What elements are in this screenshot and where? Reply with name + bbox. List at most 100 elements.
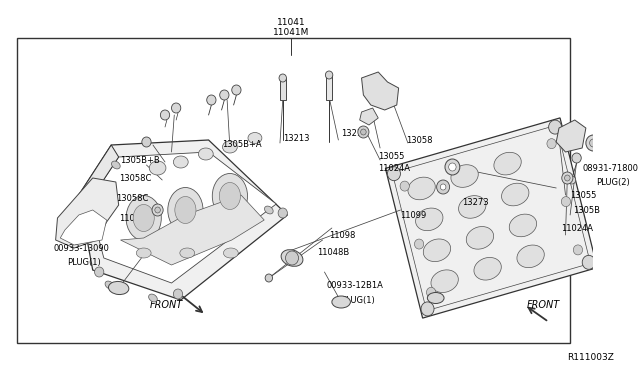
Circle shape	[265, 274, 273, 282]
Ellipse shape	[168, 187, 203, 232]
Circle shape	[449, 163, 456, 171]
Text: 13058C: 13058C	[116, 193, 148, 202]
Ellipse shape	[198, 148, 213, 160]
Bar	[326, 75, 332, 100]
Ellipse shape	[180, 248, 195, 258]
Polygon shape	[60, 210, 107, 245]
Ellipse shape	[175, 196, 196, 224]
Circle shape	[232, 85, 241, 95]
Ellipse shape	[223, 248, 238, 258]
Text: 13058: 13058	[406, 135, 433, 144]
Ellipse shape	[212, 173, 248, 218]
Polygon shape	[89, 152, 276, 283]
Circle shape	[173, 289, 182, 299]
Text: 08931-71800: 08931-71800	[582, 164, 638, 173]
Ellipse shape	[451, 165, 478, 187]
Text: PLUG(1): PLUG(1)	[341, 295, 375, 305]
Ellipse shape	[148, 294, 157, 302]
Text: 11048B: 11048B	[317, 247, 349, 257]
Circle shape	[358, 126, 369, 138]
Ellipse shape	[459, 196, 486, 218]
Circle shape	[586, 135, 601, 151]
Circle shape	[572, 153, 581, 163]
Circle shape	[172, 103, 180, 113]
Polygon shape	[56, 178, 118, 248]
Circle shape	[387, 167, 401, 181]
Circle shape	[400, 181, 410, 191]
Text: 1305B+A: 1305B+A	[223, 140, 262, 148]
Ellipse shape	[281, 250, 303, 266]
Ellipse shape	[494, 152, 521, 175]
Ellipse shape	[423, 239, 451, 262]
Text: 11024A: 11024A	[561, 224, 593, 232]
Circle shape	[278, 208, 287, 218]
Ellipse shape	[105, 281, 114, 289]
Polygon shape	[385, 118, 597, 318]
Polygon shape	[360, 108, 378, 125]
Text: 1305B: 1305B	[573, 205, 600, 215]
Circle shape	[161, 110, 170, 120]
Ellipse shape	[474, 257, 501, 280]
Text: PLUG(1): PLUG(1)	[67, 257, 100, 266]
Text: 00933-13090: 00933-13090	[54, 244, 109, 253]
Circle shape	[589, 139, 597, 147]
Ellipse shape	[431, 270, 458, 292]
Text: FRONT: FRONT	[527, 300, 560, 310]
Text: 13213: 13213	[283, 134, 309, 142]
Circle shape	[142, 137, 151, 147]
Ellipse shape	[509, 214, 536, 237]
Ellipse shape	[428, 292, 444, 304]
Circle shape	[360, 129, 366, 135]
Circle shape	[155, 207, 161, 213]
Circle shape	[207, 95, 216, 105]
Polygon shape	[362, 72, 399, 110]
Text: 13055: 13055	[570, 190, 596, 199]
Ellipse shape	[126, 196, 161, 241]
Text: 1305B+B: 1305B+B	[120, 155, 160, 164]
Circle shape	[573, 245, 582, 255]
Text: 11024A: 11024A	[118, 214, 150, 222]
Text: 00933-12B1A: 00933-12B1A	[326, 280, 383, 289]
Text: 11041M: 11041M	[273, 28, 309, 36]
Circle shape	[568, 176, 576, 184]
Ellipse shape	[408, 177, 435, 200]
Polygon shape	[392, 125, 591, 311]
Circle shape	[561, 197, 571, 206]
Circle shape	[440, 184, 446, 190]
Text: 11099: 11099	[401, 211, 427, 219]
Polygon shape	[120, 195, 264, 265]
Ellipse shape	[332, 296, 351, 308]
Ellipse shape	[173, 156, 188, 168]
Text: 13212: 13212	[341, 128, 367, 138]
Circle shape	[95, 267, 104, 277]
Bar	[17, 38, 570, 343]
Polygon shape	[556, 120, 586, 152]
Ellipse shape	[149, 161, 166, 175]
Ellipse shape	[517, 245, 544, 267]
Circle shape	[547, 139, 556, 149]
Circle shape	[436, 180, 450, 194]
Ellipse shape	[109, 282, 129, 295]
Ellipse shape	[220, 183, 241, 209]
Text: 13058C: 13058C	[118, 173, 151, 183]
Circle shape	[562, 172, 573, 184]
Circle shape	[582, 255, 595, 269]
Bar	[280, 78, 285, 100]
Circle shape	[415, 239, 424, 249]
Circle shape	[279, 74, 287, 82]
Text: 11041: 11041	[276, 17, 305, 26]
Text: 13273: 13273	[461, 198, 488, 206]
Text: 11098: 11098	[329, 231, 355, 240]
Ellipse shape	[223, 141, 237, 153]
Polygon shape	[79, 140, 287, 300]
Ellipse shape	[502, 183, 529, 206]
Circle shape	[285, 251, 298, 265]
Ellipse shape	[415, 208, 443, 231]
Circle shape	[548, 120, 562, 134]
Ellipse shape	[467, 227, 493, 249]
Ellipse shape	[133, 205, 154, 231]
Text: R111003Z: R111003Z	[567, 353, 614, 362]
Circle shape	[564, 175, 570, 181]
Circle shape	[220, 90, 229, 100]
Circle shape	[325, 71, 333, 79]
